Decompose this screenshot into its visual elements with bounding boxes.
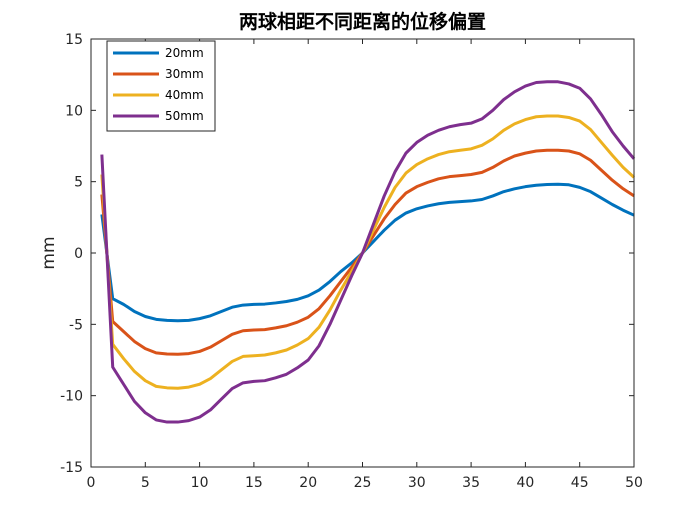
x-tick-label: 40 xyxy=(516,475,534,491)
y-tick-label: -5 xyxy=(69,317,83,333)
x-tick-label: 15 xyxy=(245,475,263,491)
y-tick-label: -10 xyxy=(60,389,83,405)
y-tick-label: 15 xyxy=(65,32,83,48)
x-tick-label: 35 xyxy=(462,475,480,491)
y-tick-label: -15 xyxy=(60,460,83,476)
legend: 20mm 30mm 40mm 50mm xyxy=(107,41,215,131)
y-tick-label: 5 xyxy=(74,175,83,191)
chart-title: 两球相距不同距离的位移偏置 xyxy=(239,10,486,33)
x-tick-label: 45 xyxy=(571,475,589,491)
legend-label-40mm: 40mm xyxy=(165,88,204,102)
x-tick-label: 50 xyxy=(625,475,643,491)
y-tick-label: 0 xyxy=(74,246,83,262)
legend-label-30mm: 30mm xyxy=(165,67,204,81)
y-tick-label: 10 xyxy=(65,103,83,119)
legend-label-20mm: 20mm xyxy=(165,46,204,60)
y-axis-label: mm xyxy=(39,236,59,269)
x-tick-label: 0 xyxy=(87,475,96,491)
x-tick-label: 10 xyxy=(191,475,209,491)
x-tick-label: 20 xyxy=(299,475,317,491)
legend-label-50mm: 50mm xyxy=(165,109,204,123)
x-tick-label: 25 xyxy=(354,475,372,491)
x-tick-label: 30 xyxy=(408,475,426,491)
x-tick-label: 5 xyxy=(141,475,150,491)
